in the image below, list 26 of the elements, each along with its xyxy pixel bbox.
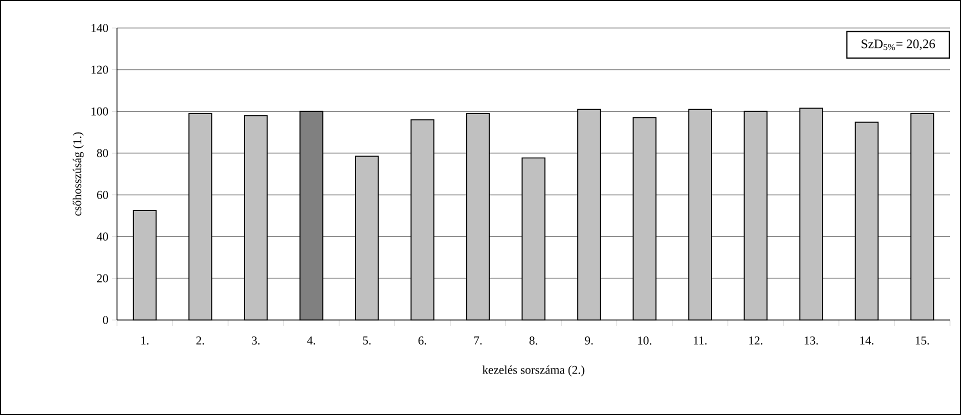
- x-tick-label: 13.: [804, 336, 818, 345]
- x-tick-label: 9.: [584, 336, 593, 345]
- y-tick-label: 20: [97, 274, 108, 282]
- x-tick-label: 11.: [694, 336, 707, 345]
- x-tick-label: 7.: [474, 336, 482, 345]
- x-tick-label: 14.: [860, 336, 874, 345]
- y-tick-label: 140: [92, 24, 108, 32]
- x-tick-label: 6.: [418, 336, 426, 345]
- x-tick-label: 3.: [252, 336, 260, 345]
- x-tick-label: 5.: [363, 336, 371, 345]
- y-axis-title: csőhosszúság (1.): [72, 132, 84, 216]
- y-tick-label: 0: [102, 316, 108, 324]
- x-tick-label: 1.: [141, 336, 148, 345]
- y-tick-label: 80: [96, 149, 108, 158]
- x-tick-label: 15.: [916, 336, 929, 345]
- x-axis-title: kezelés sorszáma (2.): [482, 365, 584, 376]
- y-tick-label: 40: [96, 232, 108, 241]
- x-tick-label: 8.: [529, 336, 538, 345]
- y-tick-label: 100: [92, 107, 108, 116]
- y-tick-label: 120: [92, 66, 108, 74]
- x-tick-label: 2.: [196, 336, 204, 345]
- x-tick-label: 12.: [749, 336, 762, 345]
- x-tick-label: 4.: [307, 336, 316, 345]
- annotation: SzD$_{5%}$= 20,26: [862, 40, 936, 50]
- x-tick-label: 10.: [638, 336, 652, 345]
- y-tick-label: 60: [97, 190, 108, 199]
